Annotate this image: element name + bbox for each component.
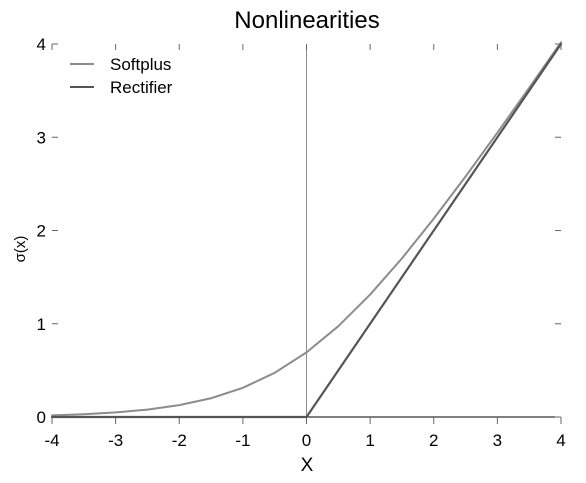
x-tick-label: -3 — [108, 431, 123, 450]
y-tick-label: 4 — [37, 35, 46, 54]
x-tick-label: -2 — [172, 431, 187, 450]
x-tick-label: -1 — [235, 431, 250, 450]
x-tick-label: 1 — [365, 431, 374, 450]
x-tick-label: 4 — [556, 431, 565, 450]
y-tick-label: 1 — [37, 315, 46, 334]
x-tick-label: 0 — [302, 431, 311, 450]
x-tick-label: -4 — [44, 431, 59, 450]
x-tick-label: 2 — [429, 431, 438, 450]
series-layer — [50, 41, 563, 419]
legend: Softplus Rectifier — [70, 55, 173, 97]
y-axis-label: σ(x) — [12, 236, 29, 263]
y-tick-label: 0 — [37, 408, 46, 427]
series-line-softplus — [51, 41, 562, 417]
x-axis-label: X — [301, 455, 314, 476]
axes-layer: -4 -3 -2 -1 0 1 2 3 4 0 1 2 3 4 — [37, 35, 566, 450]
legend-label-softplus: Softplus — [110, 55, 171, 74]
legend-label-rectifier: Rectifier — [110, 78, 173, 97]
x-tick-label: 3 — [493, 431, 502, 450]
y-tick-label: 3 — [37, 128, 46, 147]
y-tick-label: 2 — [37, 222, 46, 241]
chart-title: Nonlinearities — [234, 7, 379, 34]
series-line-rectifier — [50, 42, 563, 419]
